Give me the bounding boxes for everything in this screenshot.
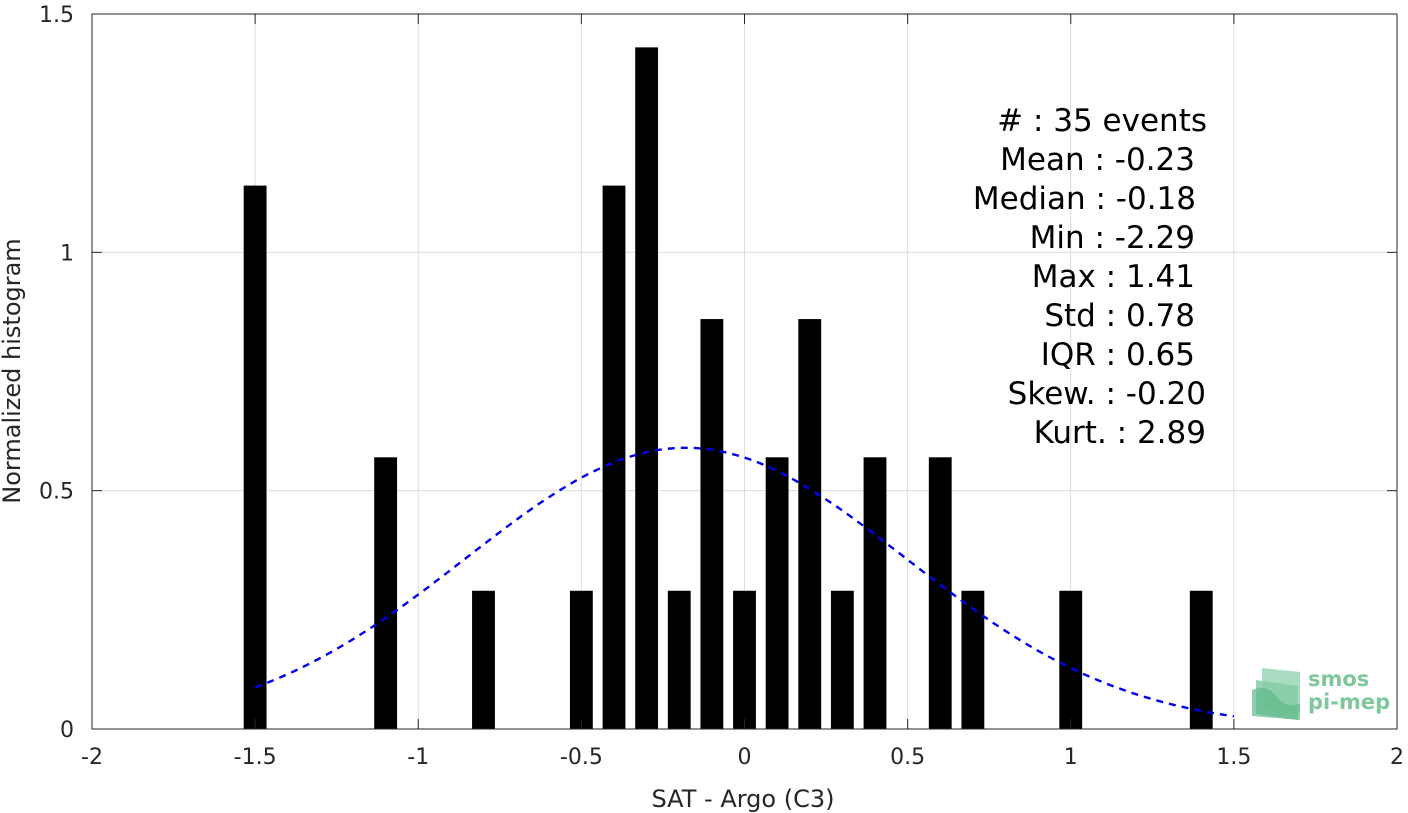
stats-line: Skew. : -0.20 xyxy=(1008,376,1206,412)
y-tick-label: 1.5 xyxy=(39,3,74,28)
logo-line1: smos xyxy=(1308,667,1369,691)
histogram-bar xyxy=(863,457,887,729)
stats-line: Std : 0.78 xyxy=(1044,298,1195,334)
y-tick-label: 1 xyxy=(60,241,74,266)
histogram-bar xyxy=(635,47,659,730)
x-axis-label: SAT - Argo (C3) xyxy=(652,785,835,813)
smos-pimep-logo: smos pi-mep xyxy=(1252,667,1390,720)
y-axis-label: Normalized histogram xyxy=(0,238,26,503)
histogram-bar xyxy=(798,319,822,729)
fit-curve xyxy=(254,446,1235,718)
histogram-bar xyxy=(1189,590,1213,729)
logo-mark-icon xyxy=(1252,668,1300,720)
histogram-bar xyxy=(667,590,691,729)
y-tick-label: 0 xyxy=(60,718,74,743)
histogram-bar xyxy=(243,185,267,730)
histogram-bar xyxy=(1059,590,1083,729)
histogram-bar xyxy=(569,590,593,729)
histogram-bar xyxy=(765,457,789,729)
x-tick-label: 0 xyxy=(738,745,752,770)
axes xyxy=(91,13,1398,730)
histogram-bar xyxy=(928,457,952,729)
stats-line: Kurt. : 2.89 xyxy=(1034,415,1206,451)
stats-line: Max : 1.41 xyxy=(1032,259,1195,295)
histogram-bar xyxy=(830,590,854,729)
stats-line: Min : -2.29 xyxy=(1030,220,1195,256)
histogram-bar xyxy=(700,319,724,729)
fit-curve-group xyxy=(254,446,1235,718)
x-tick-labels: -2 -1.5 -1 -0.5 0 0.5 1 1.5 2 xyxy=(81,745,1404,770)
x-tick-label: -2 xyxy=(81,745,103,770)
stats-line: # : 35 events xyxy=(997,103,1207,139)
x-tick-label: 1.5 xyxy=(1216,745,1251,770)
stats-line: IQR : 0.65 xyxy=(1041,337,1195,373)
x-tick-label: 1 xyxy=(1064,745,1078,770)
x-tick-label: 0.5 xyxy=(890,745,925,770)
histogram-bar xyxy=(602,185,626,730)
x-tick-label: 2 xyxy=(1390,745,1404,770)
x-tick-label: -1 xyxy=(407,745,429,770)
logo-line2: pi-mep xyxy=(1308,690,1390,714)
histogram-bar xyxy=(374,457,398,729)
histogram-bar xyxy=(472,590,495,729)
x-tick-label: -0.5 xyxy=(560,745,603,770)
y-tick-label: 0.5 xyxy=(39,480,74,505)
y-tick-labels: 0 0.5 1 1.5 xyxy=(39,3,74,743)
stats-line: Mean : -0.23 xyxy=(1000,142,1195,178)
histogram-bar xyxy=(961,590,985,729)
histogram-bar xyxy=(733,590,756,729)
x-tick-label: -1.5 xyxy=(234,745,277,770)
bars xyxy=(243,47,1213,730)
stats-line: Median : -0.18 xyxy=(973,181,1196,217)
